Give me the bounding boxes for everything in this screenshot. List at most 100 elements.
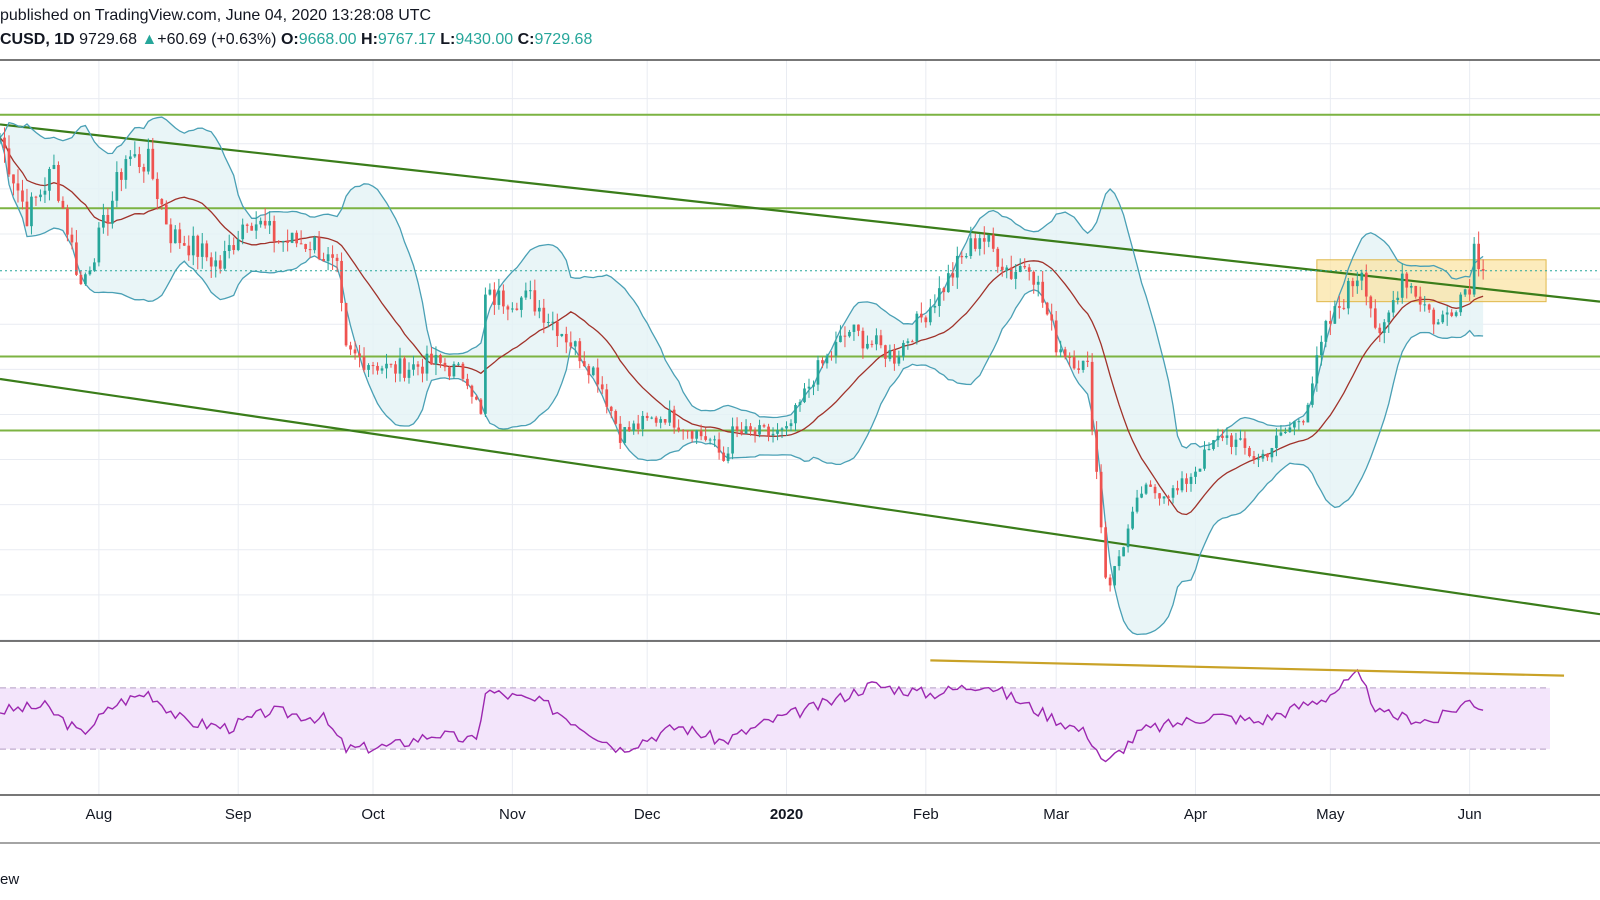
candle [690, 430, 694, 443]
bollinger-band-fill [0, 117, 1484, 635]
candle-body [434, 354, 438, 365]
candle [295, 230, 298, 248]
candle-body [79, 274, 83, 285]
candle [313, 235, 316, 254]
x-tick-label-oct: Oct [361, 806, 385, 823]
candle-body [632, 423, 636, 431]
candle [1320, 335, 1323, 366]
candle [1373, 299, 1377, 330]
open-label: O: [280, 31, 299, 48]
candle-body [573, 341, 577, 347]
candle-body [457, 363, 460, 365]
candle-body [996, 248, 1000, 267]
candle-body [825, 355, 829, 364]
candle-body [816, 360, 820, 385]
candle [389, 363, 393, 368]
candle [394, 360, 397, 383]
candle-body [1454, 312, 1458, 316]
candle [430, 347, 433, 365]
candle-body [1414, 285, 1418, 297]
candle [1072, 350, 1076, 370]
candle [924, 315, 928, 328]
candle [79, 270, 83, 286]
candle [169, 218, 173, 253]
candle [340, 252, 343, 312]
candle [1095, 421, 1098, 480]
candle-body [681, 430, 685, 432]
candle-body [164, 204, 168, 225]
candle-body [1086, 360, 1089, 362]
candle [102, 203, 105, 234]
candle-body [1230, 435, 1233, 447]
candle-body [627, 427, 631, 431]
candle [1014, 264, 1018, 290]
candle-body [88, 270, 92, 275]
candle [1144, 482, 1148, 495]
candle [1400, 263, 1404, 304]
candle-body [1306, 404, 1310, 423]
candle [704, 427, 707, 442]
candle-body [1436, 322, 1440, 325]
candle-body [1041, 281, 1045, 303]
candle-body [780, 428, 784, 431]
candle-body [57, 164, 60, 201]
candle-body [798, 402, 802, 405]
candle-body [371, 365, 375, 367]
candle-body [196, 235, 200, 257]
candle-body [794, 404, 797, 424]
candle [39, 189, 42, 202]
candle [1311, 376, 1314, 408]
candle-body [277, 241, 280, 243]
candle-body [920, 313, 923, 318]
candle-body [614, 411, 618, 424]
candle-body [1391, 300, 1395, 313]
candle-body [21, 190, 24, 202]
candle-body [308, 249, 312, 251]
candle [744, 419, 748, 435]
candle [308, 241, 312, 259]
candle-body [1023, 265, 1027, 268]
candle [1203, 441, 1206, 471]
candle-body [281, 240, 285, 243]
candle [358, 345, 361, 368]
candle-body [740, 430, 743, 434]
candle-body [1481, 269, 1485, 271]
candle [978, 233, 982, 256]
candle [475, 394, 478, 401]
candle-body [1099, 471, 1103, 528]
candle [1216, 428, 1220, 448]
candle [1176, 480, 1179, 495]
candle [708, 437, 712, 445]
candle [286, 229, 289, 252]
candle [304, 243, 307, 252]
candle [1423, 295, 1427, 312]
candle [893, 344, 896, 371]
candle [982, 226, 986, 255]
candle [196, 234, 200, 270]
candle [1153, 484, 1157, 499]
candle-body [425, 353, 429, 374]
candle [178, 222, 182, 249]
candle [70, 227, 74, 250]
candle [1149, 480, 1152, 487]
candle [1288, 421, 1292, 433]
candle [263, 208, 267, 229]
candle [1293, 420, 1296, 436]
candle [969, 226, 973, 259]
x-tick-label-may: May [1316, 806, 1345, 823]
candle-body [106, 214, 110, 224]
candle-body [686, 430, 689, 432]
candle-body [596, 367, 600, 385]
candle-body [1144, 484, 1148, 494]
candle-body [1122, 547, 1125, 557]
footer-brand: ew [0, 871, 20, 888]
candle-body [52, 164, 56, 169]
candle-body [623, 427, 627, 443]
candle-body [731, 426, 734, 454]
candle-body [668, 409, 672, 423]
candle-body [191, 235, 195, 256]
candle-body [39, 194, 42, 198]
candle [555, 313, 559, 348]
candle-body [1445, 312, 1449, 315]
